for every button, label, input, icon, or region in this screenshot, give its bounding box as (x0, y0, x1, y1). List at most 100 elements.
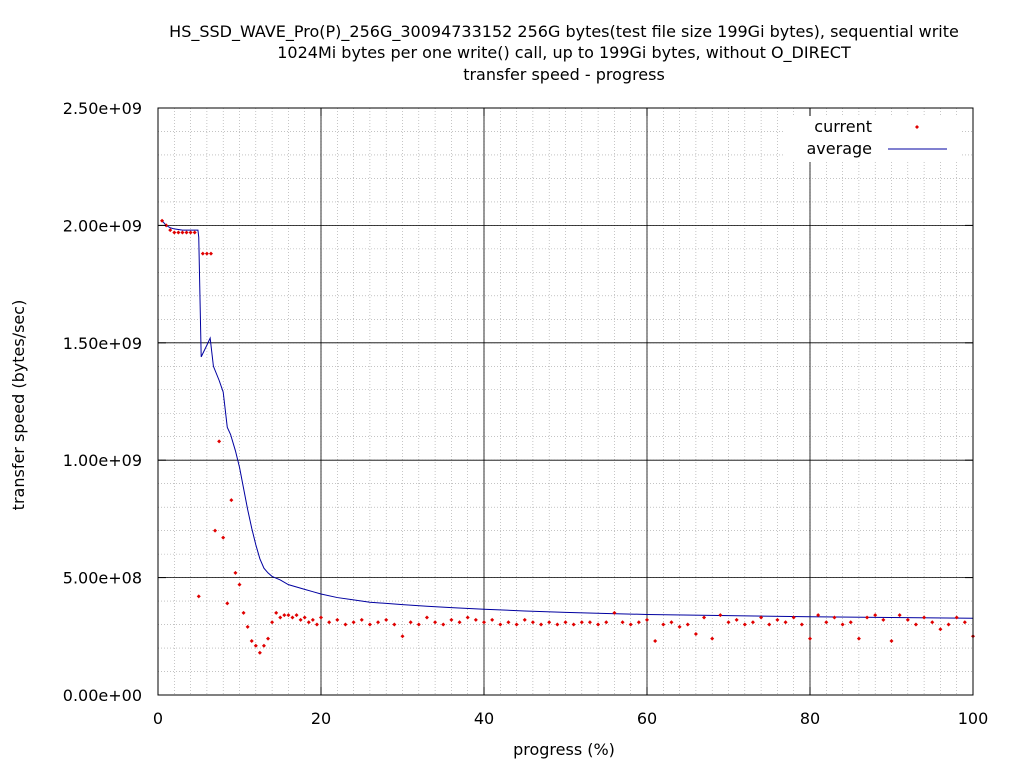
x-tick-label: 0 (153, 709, 163, 728)
current-point (253, 643, 258, 648)
current-point (555, 622, 560, 627)
current-point (294, 613, 299, 618)
legend-label-average: average (807, 139, 873, 158)
current-point (775, 617, 780, 622)
current-point (290, 615, 295, 620)
current-point (270, 620, 275, 625)
current-point (286, 613, 291, 618)
current-point (628, 622, 633, 627)
current-point (897, 613, 902, 618)
current-point (433, 620, 438, 625)
chart-title: HS_SSD_WAVE_Pro(P)_256G_30094733152 256G… (169, 22, 959, 84)
current-point (962, 620, 967, 625)
current-point (457, 620, 462, 625)
current-point (176, 230, 181, 235)
current-point (905, 617, 910, 622)
current-point (832, 615, 837, 620)
current-point (200, 251, 205, 256)
current-point (881, 617, 886, 622)
y-tick-label: 5.00e+08 (63, 569, 142, 588)
current-point (514, 622, 519, 627)
current-point (473, 617, 478, 622)
current-point (424, 615, 429, 620)
current-point (196, 594, 201, 599)
current-point (645, 617, 649, 622)
current-point (351, 620, 356, 625)
current-point (188, 230, 193, 235)
current-point (636, 620, 641, 625)
current-point (612, 610, 617, 615)
current-point (693, 631, 698, 636)
current-point (579, 620, 584, 625)
current-point (392, 622, 397, 627)
current-point (335, 617, 340, 622)
x-axis-title: progress (%) (513, 740, 615, 759)
series-current-points (160, 218, 975, 655)
current-point (653, 638, 658, 643)
current-point (327, 620, 332, 625)
legend-background (783, 116, 961, 162)
current-point (946, 622, 951, 627)
current-point (734, 617, 739, 622)
current-point (506, 620, 511, 625)
chart-title-line-1: HS_SSD_WAVE_Pro(P)_256G_30094733152 256G… (169, 22, 959, 42)
current-point (278, 615, 283, 620)
current-point (620, 620, 625, 625)
current-point (783, 620, 788, 625)
current-point (685, 622, 690, 627)
current-point (400, 634, 405, 639)
current-point (314, 622, 319, 627)
current-point (229, 498, 234, 503)
current-point (710, 636, 715, 641)
current-point (913, 622, 918, 627)
current-point (596, 622, 601, 627)
current-point (840, 622, 845, 627)
current-point (563, 620, 568, 625)
current-point (490, 617, 495, 622)
current-point (718, 613, 723, 618)
current-point (587, 620, 592, 625)
current-point (759, 615, 764, 620)
current-point (306, 620, 311, 625)
y-tick-label: 2.00e+09 (63, 216, 142, 235)
current-point (282, 613, 287, 618)
current-point (241, 610, 246, 615)
x-tick-label: 80 (800, 709, 820, 728)
current-point (449, 617, 454, 622)
current-point (367, 622, 372, 627)
current-point (359, 617, 364, 622)
x-tick-label: 20 (311, 709, 331, 728)
current-point (547, 620, 552, 625)
current-point (213, 528, 218, 533)
current-point (192, 230, 197, 235)
current-point (808, 636, 812, 641)
current-point (856, 636, 861, 641)
y-axis-title: transfer speed (bytes/sec) (9, 300, 28, 511)
current-point (465, 615, 470, 620)
current-point (221, 535, 226, 540)
current-point (767, 622, 772, 627)
y-tick-label: 1.50e+09 (63, 334, 142, 353)
current-point (750, 620, 755, 625)
current-point (702, 615, 707, 620)
current-point (217, 439, 222, 444)
current-point (791, 615, 796, 620)
current-point (298, 617, 303, 622)
current-point (539, 622, 544, 627)
legend-marker-current (915, 125, 919, 129)
x-tick-label: 40 (474, 709, 494, 728)
y-tick-label: 2.50e+09 (63, 99, 142, 118)
current-point (184, 230, 189, 235)
current-point (164, 223, 169, 228)
current-point (873, 613, 878, 618)
current-point (726, 620, 731, 625)
legend-label-current: current (814, 117, 872, 136)
legend: current average (783, 116, 961, 162)
current-point (669, 620, 674, 625)
current-point (233, 570, 238, 575)
current-point (249, 638, 254, 643)
current-point (441, 622, 446, 627)
current-point (930, 620, 935, 625)
current-point (799, 622, 804, 627)
